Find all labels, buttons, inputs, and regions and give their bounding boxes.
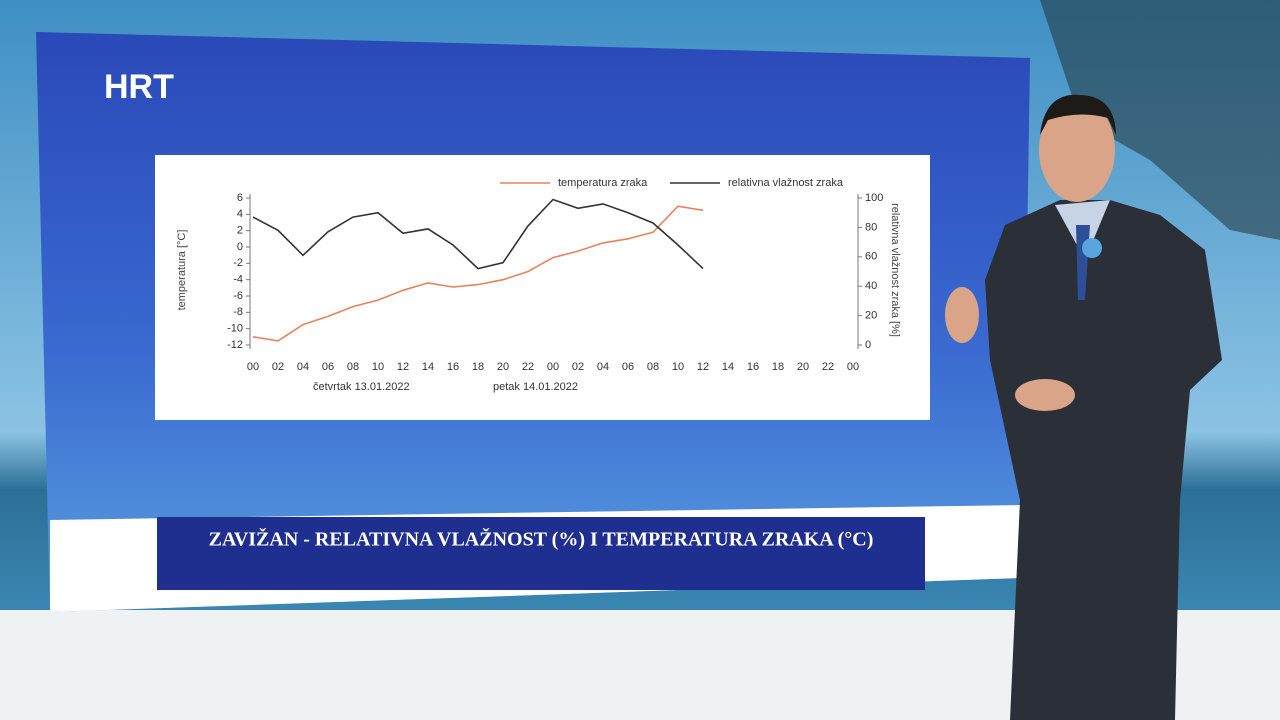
x-tick-label: 22 (822, 361, 834, 373)
x-tick-label: 18 (472, 361, 484, 373)
x-tick-label: 16 (747, 361, 759, 373)
pin (1082, 238, 1102, 258)
x-tick-label: 16 (447, 361, 459, 373)
y2-tick-label: 40 (865, 280, 877, 292)
x-tick-label: 14 (722, 361, 734, 373)
head (1039, 98, 1115, 202)
x-tick-label: 20 (797, 361, 809, 373)
chart-title: ZAVIŽAN - RELATIVNA VLAŽNOST (%) I TEMPE… (209, 527, 874, 551)
hand (945, 287, 979, 343)
chart-area (155, 155, 930, 420)
x-tick-label: 20 (497, 361, 509, 373)
y-tick-label: -10 (227, 323, 243, 335)
x-tick-label: 04 (597, 361, 609, 373)
y2-axis-title: relativna vlažnost zraka [%] (889, 203, 901, 337)
y-tick-label: 0 (237, 241, 243, 253)
hand (1015, 379, 1075, 411)
y-axis-title: temperatura [°C] (176, 230, 188, 311)
x-tick-label: 02 (272, 361, 284, 373)
title-bar (157, 517, 925, 590)
legend-label: temperatura zraka (558, 177, 648, 189)
legend-label: relativna vlažnost zraka (728, 177, 844, 189)
x-tick-label: 14 (422, 361, 434, 373)
suit (985, 200, 1222, 720)
y-tick-label: -2 (233, 257, 243, 269)
x-tick-label: 22 (522, 361, 534, 373)
y2-tick-label: 60 (865, 251, 877, 263)
logo: HRT (104, 68, 174, 106)
hair (1040, 94, 1116, 135)
y-tick-label: 6 (237, 192, 243, 204)
y2-tick-label: 80 (865, 221, 877, 233)
x-tick-label: 06 (622, 361, 634, 373)
y-tick-label: -4 (233, 274, 243, 286)
y-tick-label: 4 (237, 208, 243, 220)
x-tick-label: 00 (547, 361, 559, 373)
x-tick-label: 12 (397, 361, 409, 373)
logo-text: HRT (104, 68, 174, 106)
y-tick-label: 2 (237, 225, 243, 237)
x-tick-label: 08 (647, 361, 659, 373)
y2-tick-label: 20 (865, 310, 877, 322)
x-tick-label: 08 (347, 361, 359, 373)
day-label: četvrtak 13.01.2022 (313, 381, 410, 393)
x-tick-label: 12 (697, 361, 709, 373)
day-label: petak 14.01.2022 (493, 381, 578, 393)
x-tick-label: 06 (322, 361, 334, 373)
x-tick-label: 10 (372, 361, 384, 373)
x-tick-label: 02 (572, 361, 584, 373)
x-tick-label: 18 (772, 361, 784, 373)
y-tick-label: -8 (233, 306, 243, 318)
palm-leaves (1040, 0, 1280, 240)
y-tick-label: -12 (227, 339, 243, 351)
presenter (945, 94, 1222, 720)
x-tick-label: 00 (247, 361, 259, 373)
data-line (252, 205, 704, 342)
y2-tick-label: 100 (865, 192, 883, 204)
data-line (252, 198, 704, 270)
x-tick-label: 04 (297, 361, 309, 373)
y2-tick-label: 0 (865, 339, 871, 351)
y-tick-label: -6 (233, 290, 243, 302)
x-tick-label: 00 (847, 361, 859, 373)
x-tick-label: 10 (672, 361, 684, 373)
